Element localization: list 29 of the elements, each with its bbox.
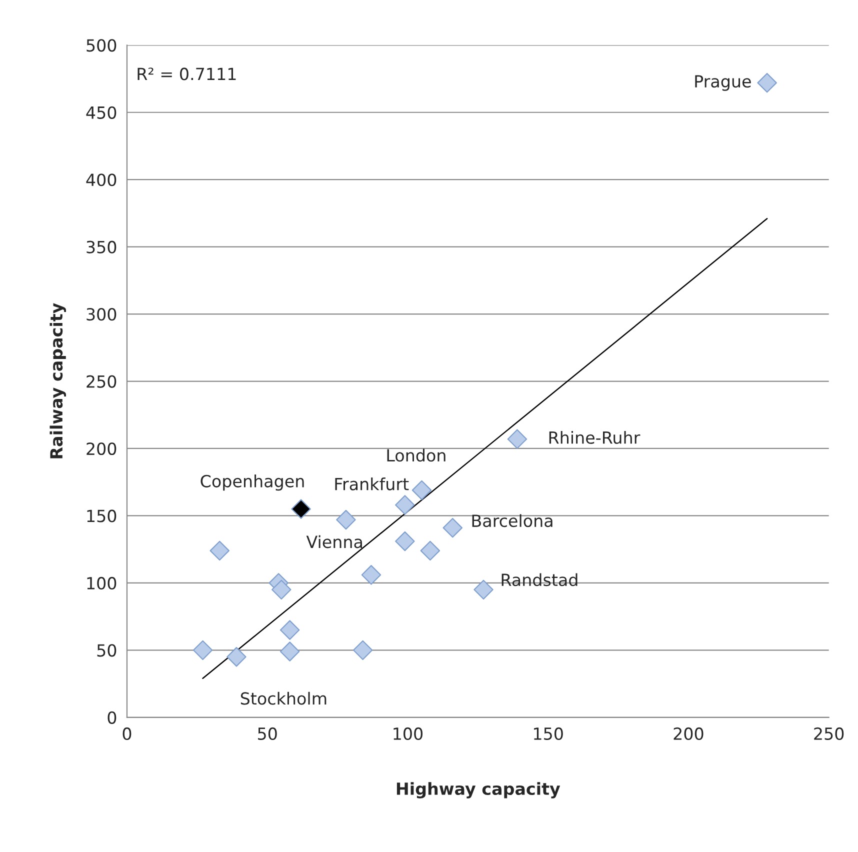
annotation: London [387,448,446,462]
annotation: R² = 0.7111 [138,68,236,80]
y-tick-label: 50 [97,644,116,657]
annotation: Copenhagen [200,474,304,491]
annotation: Rhine-Ruhr [549,431,640,444]
x-tick-label: 250 [814,727,844,740]
y-tick-label: 450 [86,106,116,119]
y-axis-title: Railway capacity [50,303,66,458]
x-tick-label: 50 [258,727,277,740]
y-tick-label: 350 [86,240,116,254]
x-tick-label: 200 [674,727,704,740]
x-axis-title: Highway capacity [396,782,560,798]
y-tick-label: 500 [86,39,116,52]
y-tick-label: 200 [86,442,116,456]
annotation: Barcelona [472,514,552,528]
y-tick-label: 100 [87,576,116,590]
y-tick-label: 300 [86,308,116,321]
y-tick-label: 150 [87,510,116,522]
annotation: Stockholm [240,692,326,705]
y-tick-label: 250 [86,375,116,388]
y-tick-label: 400 [86,174,116,186]
annotation: Vienna [306,535,362,548]
x-tick-label: 100 [394,727,423,740]
x-tick-label: 0 [122,727,132,740]
y-tick-label: 0 [108,711,116,724]
annotation: Randstad [502,573,578,586]
x-tick-label: 150 [534,727,563,740]
annotation: Frankfurt [335,477,409,490]
annotation: Prague [695,75,751,91]
